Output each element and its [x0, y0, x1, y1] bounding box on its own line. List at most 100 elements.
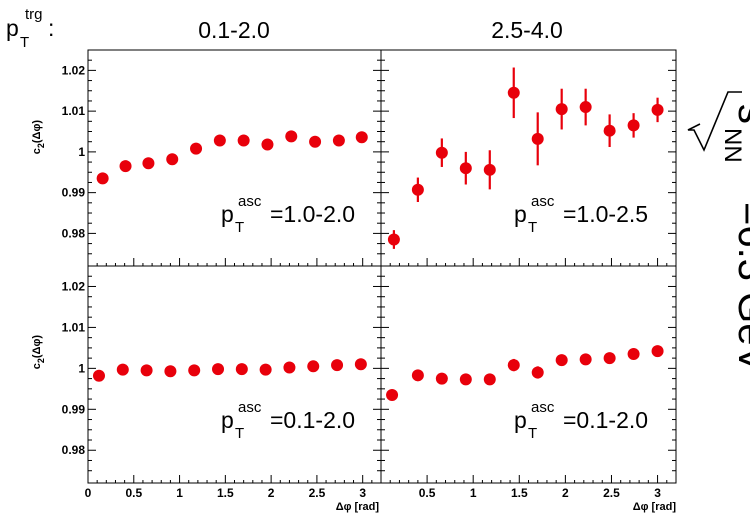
energy-sub: NN	[719, 128, 746, 163]
data-point	[119, 160, 132, 173]
data-point	[387, 233, 400, 246]
data-point	[283, 361, 296, 374]
x-tick-label: 1	[176, 486, 183, 500]
sqrt-icon	[687, 91, 742, 152]
x-tick-label: 1.5	[511, 486, 528, 500]
asc-sub: T	[528, 219, 537, 236]
y-tick-label: 1	[78, 361, 85, 375]
annotation-top-right: p asc T =1.0-2.5	[514, 193, 648, 236]
asc-sup: asc	[531, 399, 555, 416]
x-tick-label: 2	[562, 486, 569, 500]
data-point	[261, 138, 274, 151]
asc-p: p	[514, 201, 527, 227]
data-point	[237, 134, 250, 147]
y-tick-label: 1.02	[62, 279, 86, 293]
data-point	[603, 352, 616, 365]
data-point	[285, 130, 298, 143]
trigger-colon: :	[48, 15, 54, 41]
asc-sup: asc	[238, 399, 262, 416]
xlabel-left: Δφ [rad]	[336, 501, 380, 513]
series-top-right	[387, 67, 664, 249]
asc-sub: T	[235, 219, 244, 236]
y-tick-label: 0.98	[62, 443, 86, 457]
data-point	[579, 353, 592, 366]
data-point	[483, 373, 496, 386]
data-point	[386, 388, 399, 401]
x-tick-label: 2.5	[603, 486, 620, 500]
data-point	[355, 131, 368, 144]
asc-range: =1.0-2.0	[270, 201, 355, 227]
x-tick-label: 1	[470, 486, 477, 500]
y-tick-label: 1.01	[62, 104, 86, 118]
data-point	[354, 358, 367, 371]
y-tick-label: 0.99	[62, 402, 86, 416]
series-bottom-left	[92, 358, 367, 382]
data-point	[507, 86, 520, 99]
asc-range: =0.1-2.0	[270, 407, 355, 433]
data-point	[309, 135, 322, 148]
data-point	[651, 345, 664, 358]
trigger-sup: trg	[25, 6, 43, 23]
trigger-label: p trg T :	[6, 6, 54, 51]
y-tick-label: 0.99	[62, 186, 86, 200]
data-point	[483, 163, 496, 176]
data-point	[435, 372, 448, 385]
energy-label: s NN =6.3 GeV	[687, 91, 750, 372]
data-point	[164, 365, 177, 378]
y-tick-label: 1.01	[62, 320, 86, 334]
ylabel-c-bottom: c2(Δφ)	[31, 335, 46, 370]
data-point	[459, 162, 472, 175]
data-point	[116, 363, 129, 376]
data-point	[603, 124, 616, 137]
asc-p: p	[514, 407, 527, 433]
column-title-left: 0.1-2.0	[198, 17, 270, 43]
data-point	[188, 364, 201, 377]
y-axis-label-top: c2(Δφ)	[31, 120, 46, 155]
x-tick-label: 0.5	[125, 486, 142, 500]
asc-p: p	[221, 201, 234, 227]
asc-sup: asc	[531, 193, 555, 210]
x-tick-label: 1.5	[217, 486, 234, 500]
data-point	[579, 101, 592, 114]
data-point	[627, 348, 640, 361]
data-point	[555, 354, 568, 367]
data-point	[190, 142, 203, 155]
data-point	[459, 373, 472, 386]
asc-range: =1.0-2.5	[563, 201, 648, 227]
data-point	[307, 360, 320, 373]
data-point	[212, 363, 225, 376]
x-tick-label: 2.5	[309, 486, 326, 500]
trigger-p: p	[6, 15, 19, 41]
data-points	[92, 67, 664, 401]
series-top-left	[96, 130, 368, 185]
x-tick-label: 3	[359, 486, 366, 500]
asc-sub: T	[235, 425, 244, 442]
data-point	[142, 157, 155, 170]
data-point	[140, 364, 153, 377]
y-tick-label: 1.02	[62, 63, 86, 77]
y-tick-label: 1	[78, 145, 85, 159]
annotation-bottom-right: p asc T =0.1-2.0	[514, 399, 648, 442]
xlabel-right: Δφ [rad]	[633, 501, 677, 513]
data-point	[166, 153, 179, 166]
y-tick-label: 0.98	[62, 226, 86, 240]
data-point	[507, 359, 520, 372]
data-point	[411, 369, 424, 382]
annotation-bottom-left: p asc T =0.1-2.0	[221, 399, 355, 442]
data-point	[531, 366, 544, 379]
ylabel-c-top: c2(Δφ)	[31, 120, 46, 155]
asc-sup: asc	[238, 193, 262, 210]
axis-ticks: 0.98 0.99 1 1.01 1.02 0.98 0.99 1 1.01 1.02 0 0.5 1 1…	[62, 49, 677, 500]
data-point	[332, 134, 345, 147]
annotation-top-left: p asc T =1.0-2.0	[221, 193, 355, 236]
x-tick-label: 2	[268, 486, 275, 500]
data-point	[531, 132, 544, 145]
asc-sub: T	[528, 425, 537, 442]
data-point	[627, 119, 640, 132]
asc-range: =0.1-2.0	[563, 407, 648, 433]
asc-p: p	[221, 407, 234, 433]
data-point	[259, 363, 272, 376]
y-axis-label-bottom: c2(Δφ)	[31, 335, 46, 370]
data-point	[235, 363, 248, 376]
